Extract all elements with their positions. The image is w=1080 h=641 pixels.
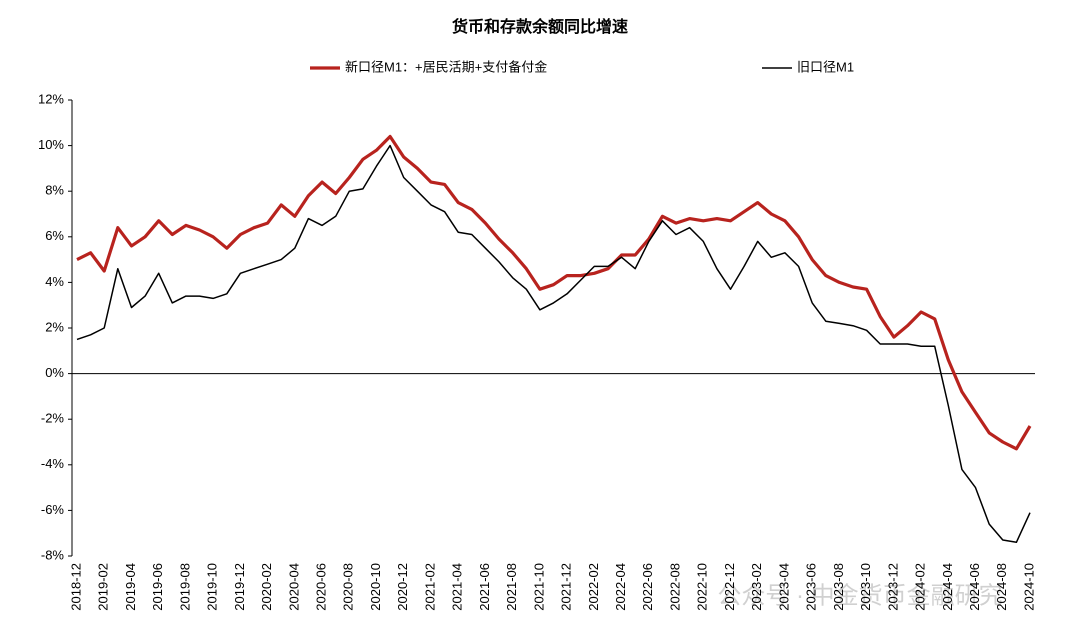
x-tick-label: 2019-10 [205,563,220,611]
x-tick-label: 2022-10 [695,563,710,611]
y-tick-label: 10% [38,137,64,152]
y-tick-label: 6% [45,228,64,243]
chart-title: 货币和存款余额同比增速 [452,17,628,36]
x-tick-label: 2021-08 [504,563,519,611]
x-tick-label: 2022-08 [667,563,682,611]
x-tick-label: 2020-08 [341,563,356,611]
x-tick-label: 2019-02 [96,563,111,611]
x-tick-label: 2024-08 [994,563,1009,611]
y-tick-label: -2% [41,411,65,426]
legend-label: 旧口径M1 [797,59,854,74]
line-series [76,144,1031,544]
x-tick-label: 2020-02 [259,563,274,611]
x-tick-label: 2020-04 [286,563,301,611]
x-tick-label: 2023-08 [831,563,846,611]
x-tick-label: 2021-02 [422,563,437,611]
x-tick-label: 2020-12 [395,563,410,611]
line-series [76,134,1032,451]
watermark: 公众号 · 中金货币金融研究 [717,582,1002,609]
x-tick-label: 2023-12 [885,563,900,611]
x-tick-label: 2023-02 [749,563,764,611]
x-tick-label: 2019-12 [232,563,247,611]
x-tick-label: 2023-04 [776,563,791,611]
x-tick-label: 2022-04 [613,563,628,611]
y-tick-label: 2% [45,319,64,334]
x-tick-label: 2019-06 [150,563,165,611]
x-tick-label: 2022-02 [586,563,601,611]
y-tick-label: -6% [41,502,65,517]
y-tick-label: 12% [38,91,64,106]
x-tick-label: 2023-06 [804,563,819,611]
legend-label: 新口径M1：+居民活期+支付备付金 [345,59,547,74]
x-tick-label: 2019-04 [123,563,138,611]
x-tick-label: 2019-08 [177,563,192,611]
y-tick-label: 4% [45,274,64,289]
x-tick-label: 2021-10 [531,563,546,611]
x-tick-label: 2021-04 [450,563,465,611]
x-tick-label: 2024-06 [967,563,982,611]
x-tick-label: 2018-12 [68,563,83,611]
y-tick-label: -4% [41,456,65,471]
x-tick-label: 2024-10 [1021,563,1036,611]
x-tick-label: 2020-06 [313,563,328,611]
x-tick-label: 2024-04 [940,563,955,611]
x-tick-label: 2024-02 [913,563,928,611]
x-tick-label: 2021-06 [477,563,492,611]
x-tick-label: 2022-06 [640,563,655,611]
x-tick-label: 2020-10 [368,563,383,611]
y-tick-label: 8% [45,183,64,198]
x-tick-label: 2023-10 [858,563,873,611]
x-tick-label: 2021-12 [559,563,574,611]
y-tick-label: 0% [45,365,64,380]
x-tick-label: 2022-12 [722,563,737,611]
y-tick-label: -8% [41,547,65,562]
